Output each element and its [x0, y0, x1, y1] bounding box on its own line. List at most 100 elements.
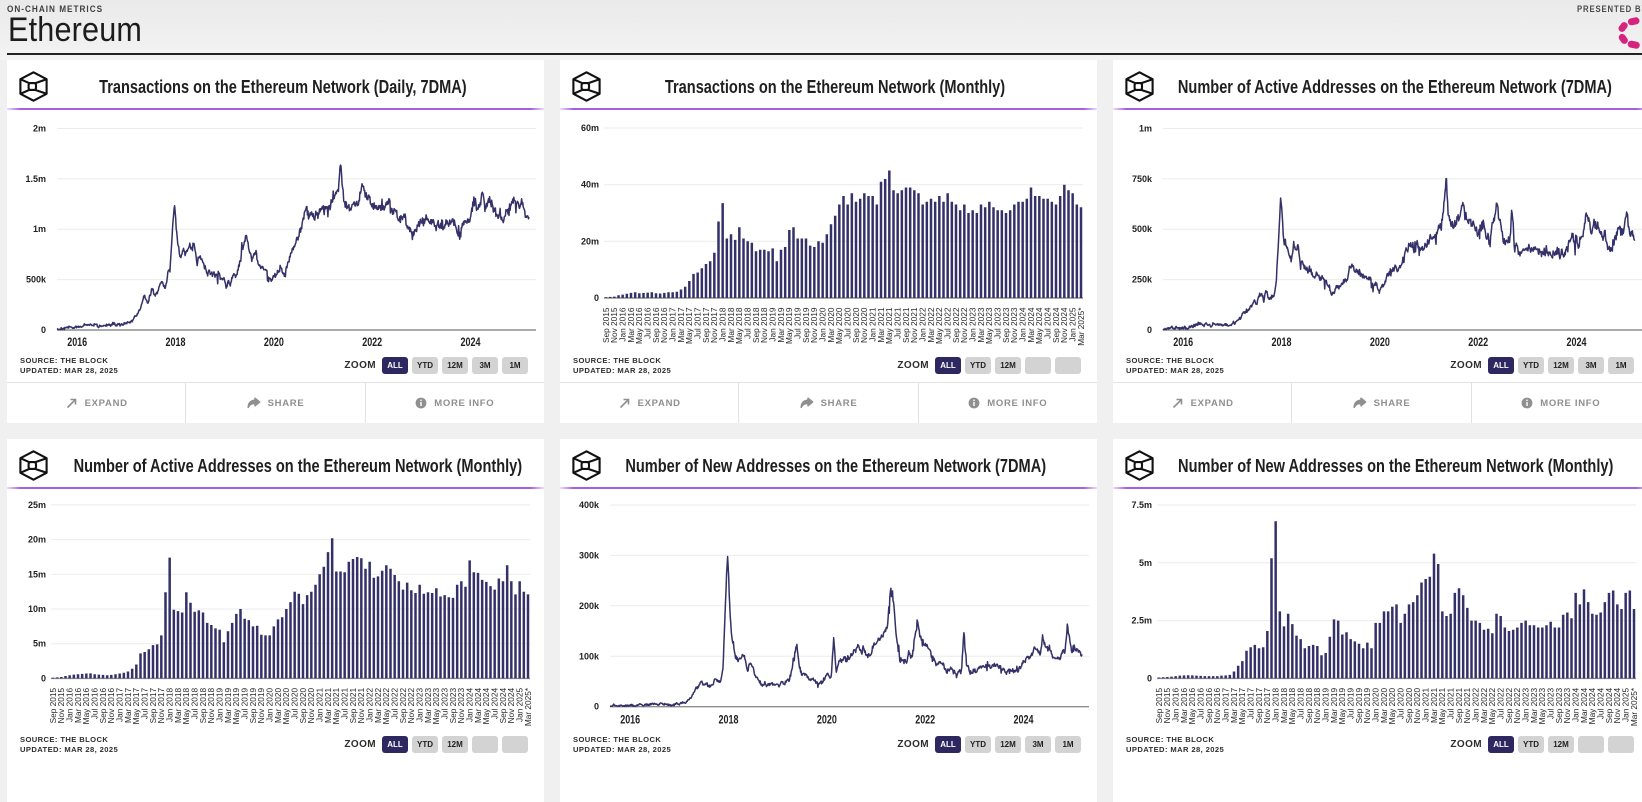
svg-text:Jan 2016: Jan 2016: [64, 688, 74, 723]
svg-text:Jan 2021: Jan 2021: [1420, 688, 1430, 723]
svg-text:May 2023: May 2023: [431, 688, 441, 725]
svg-text:Jan 2025: Jan 2025: [1620, 688, 1630, 723]
svg-text:Sep 2019: Sep 2019: [1354, 688, 1364, 724]
svg-text:10m: 10m: [28, 604, 46, 614]
svg-text:2.5m: 2.5m: [1131, 616, 1152, 626]
svg-text:Jan 2016: Jan 2016: [617, 307, 627, 342]
svg-text:2018: 2018: [719, 715, 739, 727]
svg-text:Jan 2022: Jan 2022: [917, 307, 927, 342]
svg-text:Jan 2024: Jan 2024: [1570, 688, 1580, 723]
svg-text:Jan 2022: Jan 2022: [364, 688, 374, 723]
svg-text:750k: 750k: [1132, 174, 1153, 184]
svg-text:Jan 2017: Jan 2017: [667, 307, 677, 342]
svg-text:Sep 2024: Sep 2024: [1604, 688, 1614, 724]
svg-text:Sep 2015: Sep 2015: [1154, 688, 1164, 724]
svg-text:May 2022: May 2022: [1487, 688, 1497, 725]
svg-text:Jul 2023: Jul 2023: [1545, 688, 1555, 720]
svg-text:May 2018: May 2018: [734, 307, 744, 344]
svg-text:Sep 2024: Sep 2024: [1051, 307, 1061, 343]
svg-text:Jan 2016: Jan 2016: [1170, 688, 1180, 723]
svg-text:Nov 2018: Nov 2018: [206, 688, 216, 724]
svg-text:Nov 2017: Nov 2017: [156, 688, 166, 724]
svg-text:Jul 2022: Jul 2022: [1495, 688, 1505, 720]
svg-text:Nov 2017: Nov 2017: [1262, 688, 1272, 724]
svg-text:May 2019: May 2019: [231, 688, 241, 725]
svg-text:Jul 2016: Jul 2016: [1195, 688, 1205, 720]
svg-text:Mar 2025*: Mar 2025*: [1629, 687, 1639, 726]
svg-text:2020: 2020: [817, 715, 837, 727]
svg-text:Jul 2018: Jul 2018: [189, 688, 199, 720]
svg-text:Nov 2024: Nov 2024: [506, 688, 516, 724]
svg-text:Sep 2017: Sep 2017: [148, 688, 158, 724]
svg-text:Mar 2024: Mar 2024: [1026, 307, 1036, 342]
svg-text:25m: 25m: [28, 500, 46, 510]
svg-text:Jan 2020: Jan 2020: [817, 307, 827, 342]
svg-text:Mar 2018: Mar 2018: [1279, 688, 1289, 723]
svg-text:Jul 2022: Jul 2022: [389, 688, 399, 720]
svg-text:300k: 300k: [579, 550, 600, 560]
svg-text:May 2021: May 2021: [884, 307, 894, 344]
svg-text:Jul 2016: Jul 2016: [89, 688, 99, 720]
svg-text:Mar 2022: Mar 2022: [926, 307, 936, 342]
svg-text:Nov 2022: Nov 2022: [1512, 688, 1522, 724]
svg-text:May 2018: May 2018: [1287, 688, 1297, 725]
svg-text:0: 0: [1147, 673, 1152, 683]
svg-text:Mar 2022: Mar 2022: [373, 688, 383, 723]
svg-text:400k: 400k: [579, 500, 600, 510]
svg-text:Jan 2023: Jan 2023: [967, 307, 977, 342]
svg-text:Jul 2023: Jul 2023: [439, 688, 449, 720]
svg-text:Jan 2020: Jan 2020: [1370, 688, 1380, 723]
svg-text:Sep 2022: Sep 2022: [951, 307, 961, 343]
svg-text:May 2024: May 2024: [1587, 688, 1597, 725]
svg-text:40m: 40m: [581, 180, 599, 190]
svg-text:Mar 2018: Mar 2018: [726, 307, 736, 342]
svg-text:Mar 2020: Mar 2020: [273, 688, 283, 723]
svg-text:Nov 2017: Nov 2017: [709, 307, 719, 343]
svg-text:Jan 2019: Jan 2019: [767, 307, 777, 342]
svg-text:Sep 2020: Sep 2020: [851, 307, 861, 343]
svg-text:Mar 2019: Mar 2019: [223, 688, 233, 723]
svg-text:Sep 2020: Sep 2020: [1404, 688, 1414, 724]
svg-text:Sep 2022: Sep 2022: [398, 688, 408, 724]
svg-text:Sep 2023: Sep 2023: [1001, 307, 1011, 343]
svg-text:Nov 2023: Nov 2023: [456, 688, 466, 724]
svg-text:0: 0: [594, 702, 599, 712]
svg-text:Sep 2019: Sep 2019: [801, 307, 811, 343]
svg-text:Jan 2021: Jan 2021: [314, 688, 324, 723]
svg-text:Jul 2020: Jul 2020: [289, 688, 299, 720]
svg-text:Nov 2018: Nov 2018: [1312, 688, 1322, 724]
svg-text:1m: 1m: [33, 224, 46, 234]
svg-text:Jul 2024: Jul 2024: [489, 688, 499, 720]
svg-text:Jul 2017: Jul 2017: [692, 307, 702, 339]
svg-text:Sep 2017: Sep 2017: [701, 307, 711, 343]
svg-text:2022: 2022: [362, 337, 382, 349]
svg-text:May 2024: May 2024: [481, 688, 491, 725]
svg-text:500k: 500k: [1132, 224, 1153, 234]
svg-text:Jul 2021: Jul 2021: [339, 688, 349, 720]
svg-text:May 2022: May 2022: [934, 307, 944, 344]
svg-text:Sep 2023: Sep 2023: [1554, 688, 1564, 724]
svg-text:Jan 2020: Jan 2020: [264, 688, 274, 723]
svg-text:Nov 2021: Nov 2021: [909, 307, 919, 343]
svg-text:20m: 20m: [581, 236, 599, 246]
svg-text:Jan 2023: Jan 2023: [414, 688, 424, 723]
svg-text:7.5m: 7.5m: [1131, 500, 1152, 510]
svg-text:Jul 2017: Jul 2017: [1245, 688, 1255, 720]
svg-text:15m: 15m: [28, 569, 46, 579]
svg-text:May 2017: May 2017: [684, 307, 694, 344]
svg-text:Nov 2016: Nov 2016: [106, 688, 116, 724]
svg-text:Nov 2015: Nov 2015: [609, 307, 619, 343]
svg-text:2020: 2020: [264, 337, 284, 349]
svg-text:Mar 2017: Mar 2017: [1229, 688, 1239, 723]
svg-text:2016: 2016: [620, 715, 640, 727]
svg-text:Jul 2020: Jul 2020: [842, 307, 852, 339]
svg-text:May 2017: May 2017: [1237, 688, 1247, 725]
svg-text:2022: 2022: [915, 715, 935, 727]
svg-text:Nov 2018: Nov 2018: [759, 307, 769, 343]
svg-text:Mar 2016: Mar 2016: [626, 307, 636, 342]
svg-text:Jan 2018: Jan 2018: [164, 688, 174, 723]
svg-text:Sep 2019: Sep 2019: [248, 688, 258, 724]
svg-text:Nov 2016: Nov 2016: [659, 307, 669, 343]
svg-text:Sep 2018: Sep 2018: [1304, 688, 1314, 724]
svg-text:Sep 2022: Sep 2022: [1504, 688, 1514, 724]
